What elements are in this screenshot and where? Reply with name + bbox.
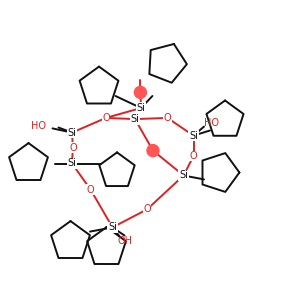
Text: Si: Si [130, 114, 140, 124]
Text: Si: Si [108, 222, 117, 233]
Text: OH: OH [117, 236, 132, 247]
Text: HO: HO [204, 118, 219, 128]
Text: O: O [102, 113, 110, 123]
Text: Si: Si [189, 130, 198, 141]
Text: Si: Si [68, 128, 76, 138]
Circle shape [147, 145, 159, 157]
Text: Si: Si [136, 103, 146, 113]
Text: Si: Si [179, 170, 188, 181]
Text: HO: HO [32, 121, 46, 131]
Text: O: O [87, 184, 94, 195]
Text: Si: Si [68, 158, 76, 169]
Text: O: O [164, 113, 171, 123]
Text: O: O [190, 151, 197, 161]
Text: O: O [143, 204, 151, 214]
Circle shape [134, 86, 146, 98]
Text: O: O [69, 142, 77, 153]
